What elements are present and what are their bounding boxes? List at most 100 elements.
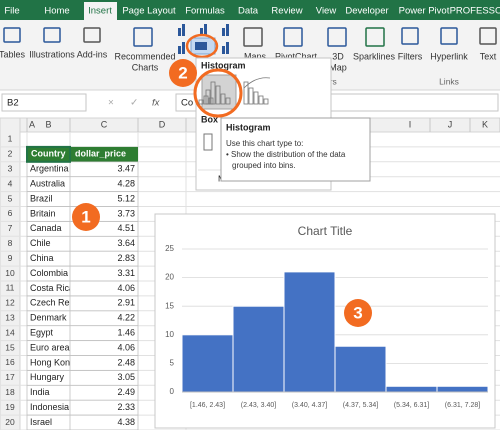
- ribbon-button-label[interactable]: Sparklines: [353, 51, 396, 61]
- option-icon-bar: [225, 97, 231, 105]
- ribbon-button-label[interactable]: Text: [480, 51, 497, 61]
- row-header-col: [0, 117, 21, 430]
- ribbon-button-label[interactable]: PivotChart: [275, 51, 318, 61]
- table-header-cell: dollar_price: [75, 149, 126, 159]
- y-tick-label: 0: [170, 387, 175, 396]
- ribbon-icon: [43, 27, 61, 43]
- ribbon-button-label[interactable]: Hyperlink: [430, 51, 468, 61]
- column-header: J: [448, 119, 453, 129]
- histogram-bar: [385, 385, 438, 393]
- row-header: 5: [8, 193, 13, 203]
- cell-country: Costa Rica: [30, 283, 74, 293]
- cell-price: 4.51: [117, 223, 135, 233]
- chart-icon: [226, 24, 229, 36]
- ribbon-tab[interactable]: PROFESSO: [450, 6, 500, 17]
- ribbon-button-label[interactable]: Tables: [0, 49, 26, 59]
- ribbon-tab[interactable]: Data: [238, 6, 259, 17]
- row-header: 1: [8, 134, 13, 144]
- x-tick-label: (6.31, 7.28]: [445, 402, 480, 409]
- ribbon-button-label[interactable]: Map: [329, 62, 347, 72]
- tooltip-line: grouped into bins.: [232, 161, 296, 170]
- ribbon-tab[interactable]: Developer: [345, 6, 388, 17]
- option-icon-bar: [203, 95, 209, 105]
- cell-price: 3.73: [117, 208, 135, 218]
- cell-price: 4.38: [117, 417, 135, 427]
- table-header: [27, 146, 138, 162]
- highlight-ring: [185, 33, 219, 59]
- column-header: K: [482, 119, 488, 129]
- ribbon-icon: [440, 27, 458, 45]
- box-option-icon: [203, 133, 213, 151]
- column-header: I: [409, 119, 412, 129]
- option-icon-bar: [220, 93, 226, 105]
- x-tick-label: (5.34, 6.31]: [394, 402, 429, 409]
- ribbon-tab[interactable]: Formulas: [185, 6, 225, 17]
- row-header: 14: [5, 327, 15, 337]
- ribbon-tab[interactable]: Home: [44, 6, 69, 17]
- cell-country: Chile: [30, 238, 51, 248]
- row-header: 4: [8, 178, 13, 188]
- cell-country: Hungary: [30, 372, 65, 382]
- column-header: D: [159, 119, 166, 129]
- ribbon-icon: [83, 27, 101, 43]
- ribbon-tab[interactable]: Power Pivot: [399, 6, 450, 17]
- row-header: 9: [8, 253, 13, 263]
- row-header: 11: [6, 283, 15, 293]
- y-tick-label: 10: [165, 330, 174, 339]
- ribbon-icon: [3, 27, 21, 43]
- option-icon-bar: [263, 98, 269, 105]
- cell-country: Czech Rep: [30, 298, 75, 308]
- name-box: [1, 93, 87, 112]
- ribbon-button-label[interactable]: Maps: [244, 51, 267, 61]
- cell-country: Britain: [30, 208, 56, 218]
- ribbon-icon: [283, 27, 303, 47]
- chart-title: Chart Title: [298, 224, 353, 238]
- chart-icon: [182, 24, 185, 36]
- enter-icon: ✓: [130, 98, 138, 109]
- tooltip-title: Histogram: [226, 122, 271, 132]
- ribbon-button-label[interactable]: Filters: [398, 51, 423, 61]
- row-header: 19: [5, 402, 15, 412]
- row-header: 6: [8, 208, 13, 218]
- ribbon-tab[interactable]: Insert: [88, 6, 112, 17]
- chart-icon: [178, 28, 181, 36]
- cell-price: 1.46: [117, 328, 135, 338]
- ribbon-button-label[interactable]: 3D: [332, 51, 344, 61]
- ribbon-button-label[interactable]: Charts: [132, 62, 159, 72]
- ribbon-tab[interactable]: View: [316, 6, 337, 17]
- histogram-bar: [232, 305, 285, 393]
- ribbon-icon: [401, 27, 419, 45]
- x-tick-label: (2.43, 3.40]: [241, 402, 276, 409]
- cell-price: 2.48: [117, 357, 135, 367]
- step-badge-number: 1: [81, 207, 90, 226]
- cell-country: Denmark: [30, 313, 67, 323]
- option-icon-bar: [243, 81, 249, 105]
- cell-price: 3.31: [117, 268, 135, 278]
- ribbon-icon: [327, 27, 347, 47]
- histogram-button-icon: [195, 42, 207, 50]
- ribbon-tab[interactable]: Review: [271, 6, 302, 17]
- cancel-icon: ×: [108, 98, 114, 109]
- y-tick-label: 20: [165, 273, 174, 282]
- option-icon-bar: [253, 91, 259, 105]
- highlight-ring: [193, 68, 243, 118]
- step-badge-number: 3: [353, 303, 362, 322]
- chart-icon: [222, 28, 225, 36]
- chart-icon: [222, 46, 225, 54]
- ribbon-tab[interactable]: File: [4, 6, 19, 17]
- cell-price: 4.06: [117, 283, 135, 293]
- histogram-bar: [436, 385, 489, 393]
- column-header: A: [29, 119, 35, 129]
- cell-price: 2.49: [117, 387, 135, 397]
- ribbon-icon: [479, 27, 497, 45]
- ribbon-button-label[interactable]: Add-ins: [77, 49, 108, 59]
- cell-price: 4.22: [117, 313, 135, 323]
- ribbon-button-label[interactable]: Illustrations: [29, 49, 75, 59]
- row-header: 15: [5, 342, 15, 352]
- cell-price: 4.06: [117, 342, 135, 352]
- cell-country: China: [30, 253, 54, 263]
- ribbon-group-label: Links: [439, 76, 459, 86]
- step-badge: [72, 203, 100, 231]
- ribbon-button-label[interactable]: Recommended: [114, 51, 175, 61]
- ribbon-tab[interactable]: Page Layout: [122, 6, 176, 17]
